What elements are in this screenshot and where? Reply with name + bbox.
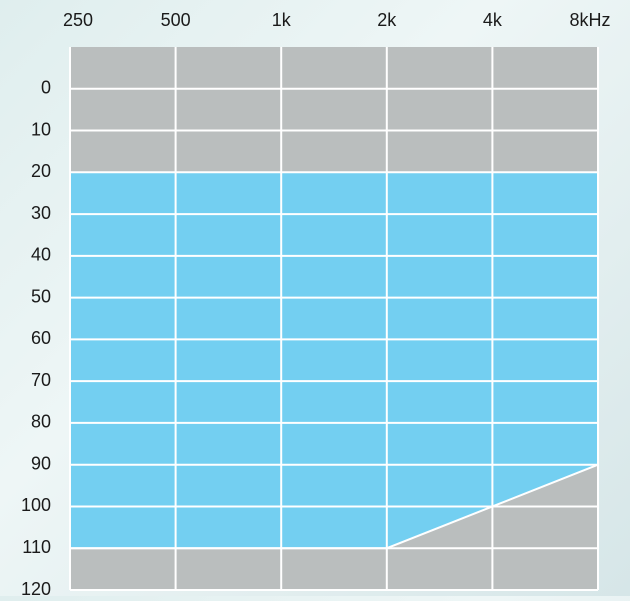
y-tick-label: 80 bbox=[31, 412, 51, 432]
y-tick-label: 70 bbox=[31, 370, 51, 390]
y-tick-label: 100 bbox=[21, 495, 51, 515]
y-tick-label: 30 bbox=[31, 203, 51, 223]
y-tick-label: 50 bbox=[31, 286, 51, 306]
x-tick-label: 1k bbox=[272, 10, 292, 30]
x-tick-label: 500 bbox=[161, 10, 191, 30]
range-area bbox=[70, 172, 598, 549]
y-tick-label: 10 bbox=[31, 119, 51, 139]
y-tick-label: 110 bbox=[22, 537, 51, 557]
y-tick-label: 40 bbox=[31, 245, 51, 265]
y-tick-label: 60 bbox=[31, 328, 51, 348]
x-tick-label: 4k bbox=[483, 10, 503, 30]
y-tick-label: 120 bbox=[21, 579, 51, 596]
y-tick-label: 0 bbox=[41, 78, 51, 98]
y-tick-label: 20 bbox=[31, 161, 51, 181]
y-tick-label: 90 bbox=[31, 453, 51, 473]
range-edge bbox=[70, 463, 599, 550]
x-tick-label: 250 bbox=[63, 10, 93, 30]
x-tick-label: 8kHz bbox=[569, 10, 610, 30]
x-tick-label: 2k bbox=[377, 10, 397, 30]
